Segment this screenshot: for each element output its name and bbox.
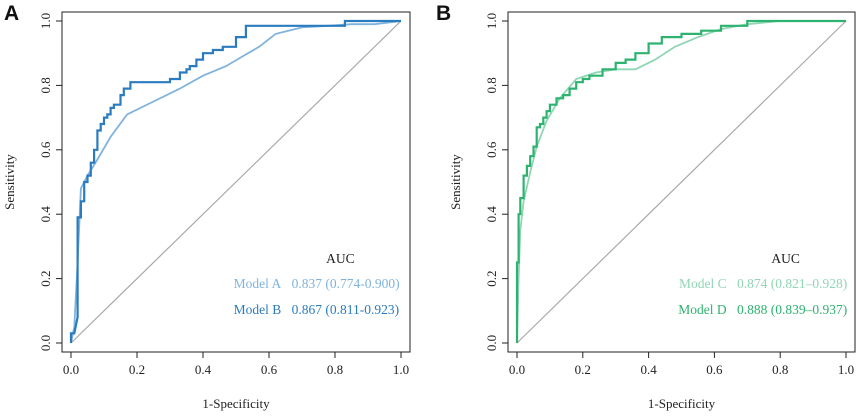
y-tick-label: 1.0 xyxy=(484,13,499,29)
y-tick-label: 0.2 xyxy=(484,270,499,286)
reference-diagonal xyxy=(70,20,402,344)
plot-frame xyxy=(61,11,411,353)
x-tick-label: 0.8 xyxy=(327,362,343,377)
y-tick-label: 0.4 xyxy=(38,206,53,223)
roc-curve-model-b xyxy=(69,19,401,343)
legend-model-name: Model B xyxy=(234,302,282,317)
legend-header: AUC xyxy=(326,251,355,266)
x-tick-label: 0.2 xyxy=(129,362,145,377)
legend-model-name: Model C xyxy=(679,276,727,291)
y-tick-label: 0.8 xyxy=(38,77,53,93)
legend-auc-value: 0.837 (0.774-0.900) xyxy=(292,276,400,291)
x-tick-label: 0.0 xyxy=(63,362,79,377)
x-axis-title: 1-Specificity xyxy=(648,396,716,411)
legend-auc-value: 0.888 (0.839–0.937) xyxy=(737,302,847,317)
legend-model-name: Model D xyxy=(678,302,727,317)
legend-header: AUC xyxy=(771,251,800,266)
x-tick-label: 0.6 xyxy=(706,362,723,377)
panel-label: B xyxy=(436,2,451,25)
x-tick-label: 0.8 xyxy=(772,362,788,377)
roc-curve-model-d xyxy=(515,19,846,343)
x-tick-label: 1.0 xyxy=(838,362,854,377)
plot-frame xyxy=(507,11,856,353)
legend-model-name: Model A xyxy=(234,276,282,291)
y-tick-label: 0.4 xyxy=(484,206,499,223)
y-tick-label: 0.6 xyxy=(484,141,499,158)
x-tick-label: 0.4 xyxy=(640,362,657,377)
y-tick-label: 0.0 xyxy=(484,335,499,351)
panel-a: A 0.0 0.2 0.4 0.6 0.8 1.0 0.0 0.2 0.4 0.6 0.8 1.0 1-S… xyxy=(2,2,411,411)
panel-b: B 0.0 0.2 0.4 0.6 0.8 1.0 0.0 0.2 0.4 0.6 0.8 1.0 1-S… xyxy=(436,2,856,411)
y-tick-label: 1.0 xyxy=(38,13,53,29)
x-tick-label: 0.0 xyxy=(509,362,525,377)
reference-diagonal xyxy=(516,20,847,344)
y-tick-label: 0.6 xyxy=(38,141,53,158)
y-tick-label: 0.2 xyxy=(38,270,53,286)
x-axis-title: 1-Specificity xyxy=(202,396,270,411)
panel-label: A xyxy=(4,2,19,25)
y-tick-label: 0.0 xyxy=(38,335,53,351)
x-tick-label: 0.2 xyxy=(575,362,591,377)
y-axis-title: Sensitivity xyxy=(448,154,463,210)
x-tick-label: 1.0 xyxy=(393,362,409,377)
legend-auc-value: 0.874 (0.821–0.928) xyxy=(737,276,847,291)
legend-auc-value: 0.867 (0.811-0.923) xyxy=(292,302,400,317)
y-axis-title: Sensitivity xyxy=(2,154,17,210)
x-tick-label: 0.4 xyxy=(195,362,212,377)
y-tick-label: 0.8 xyxy=(484,77,499,93)
x-tick-label: 0.6 xyxy=(261,362,278,377)
